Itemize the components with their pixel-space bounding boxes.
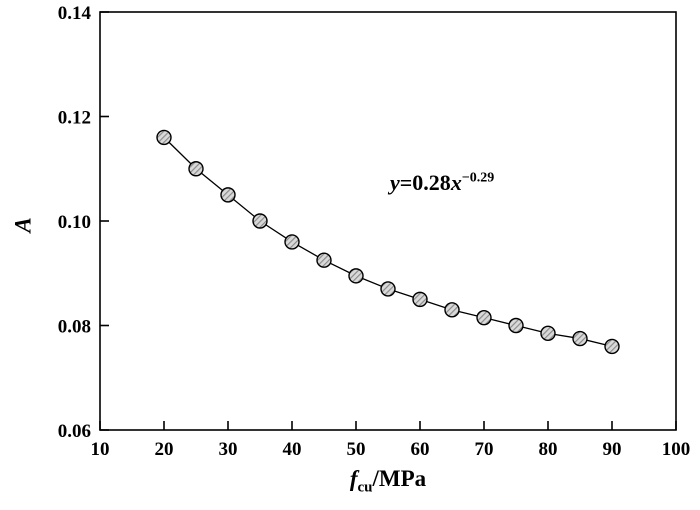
data-point xyxy=(252,213,268,229)
x-axis-symbol: f xyxy=(349,466,358,491)
y-tick-label: 0.08 xyxy=(58,317,91,338)
fit-line xyxy=(163,136,613,348)
plot-frame xyxy=(99,11,677,431)
equation-lhs: y xyxy=(390,170,400,195)
x-axis-unit: /MPa xyxy=(372,466,427,491)
y-axis-title: A xyxy=(10,217,36,233)
x-tick-label: 100 xyxy=(662,439,691,460)
y-tick-label: 0.06 xyxy=(58,421,91,442)
equation-exponent: −0.29 xyxy=(461,170,495,186)
data-point xyxy=(412,291,428,308)
x-tick-label: 50 xyxy=(347,439,366,460)
y-tick-label: 0.10 xyxy=(58,212,91,233)
y-tick-label: 0.12 xyxy=(58,108,91,129)
x-tick-label: 80 xyxy=(539,439,558,460)
data-point xyxy=(540,325,556,342)
x-tick-label: 40 xyxy=(283,439,302,460)
x-axis-title: fcu/MPa xyxy=(350,466,426,497)
data-point xyxy=(508,317,524,334)
fit-equation: y=0.28x−0.29 xyxy=(390,170,494,196)
data-point xyxy=(284,234,300,250)
data-point xyxy=(348,268,364,284)
y-tick-label: 0.14 xyxy=(58,3,92,24)
data-point xyxy=(604,338,620,355)
data-point xyxy=(220,187,236,203)
x-tick-label: 70 xyxy=(475,439,494,460)
data-point xyxy=(188,161,204,177)
data-point xyxy=(476,309,492,326)
equation-mid: =0.28 xyxy=(399,170,451,195)
x-tick-label: 20 xyxy=(155,439,174,460)
data-point xyxy=(572,330,588,347)
x-tick-label: 10 xyxy=(91,439,110,460)
x-axis-subscript: cu xyxy=(357,479,373,496)
x-tick-label: 60 xyxy=(411,439,430,460)
equation-base: x xyxy=(450,170,462,195)
data-point xyxy=(156,129,172,146)
x-tick-label: 30 xyxy=(219,439,238,460)
x-tick-label: 90 xyxy=(603,439,622,460)
data-point xyxy=(380,281,396,297)
data-point xyxy=(316,252,332,268)
data-point xyxy=(444,302,460,318)
